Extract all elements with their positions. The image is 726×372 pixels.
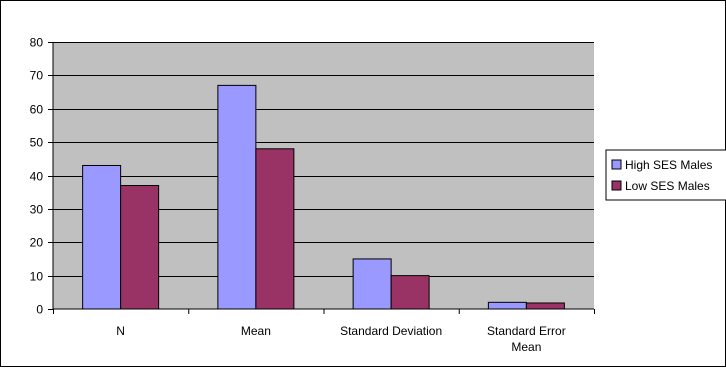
legend-swatch: [611, 159, 622, 170]
bar-high-ses-0: [82, 164, 122, 310]
bar-low-ses-0: [120, 185, 160, 310]
x-tick-label: Mean: [241, 324, 271, 338]
x-tick-label: N: [116, 324, 125, 338]
bar-low-ses-3: [525, 302, 565, 310]
y-tick-label: 0: [36, 303, 43, 317]
bar-high-ses-1: [217, 84, 257, 310]
legend-label: Low SES Males: [625, 179, 710, 193]
y-tick-label: 30: [30, 203, 44, 217]
y-tick-label: 50: [30, 136, 44, 150]
bars: [82, 84, 565, 310]
bar-low-ses-2: [390, 275, 430, 310]
y-tick-label: 40: [30, 170, 44, 184]
x-tick-label: Standard Deviation: [340, 324, 442, 338]
y-tick-label: 70: [30, 69, 44, 83]
y-tick-label: 80: [30, 36, 44, 50]
y-tick-label: 10: [30, 270, 44, 284]
bar-high-ses-3: [487, 301, 527, 310]
bar-high-ses-2: [352, 258, 392, 310]
legend-swatch: [611, 180, 622, 191]
x-tick-label: Standard Error: [487, 324, 566, 338]
y-axis-ticks: 0 10 20 30 40 50 60 70 80: [30, 36, 53, 317]
legend: High SES Males Low SES Males: [605, 149, 726, 201]
y-tick-label: 20: [30, 236, 44, 250]
bar-low-ses-1: [255, 148, 295, 310]
x-tick-label: Mean: [511, 340, 541, 354]
legend-box: [605, 149, 726, 201]
x-axis-labels: N Mean Standard Deviation Standard Error Mea…: [53, 309, 595, 354]
legend-label: High SES Males: [625, 158, 712, 172]
y-tick-label: 60: [30, 103, 44, 117]
